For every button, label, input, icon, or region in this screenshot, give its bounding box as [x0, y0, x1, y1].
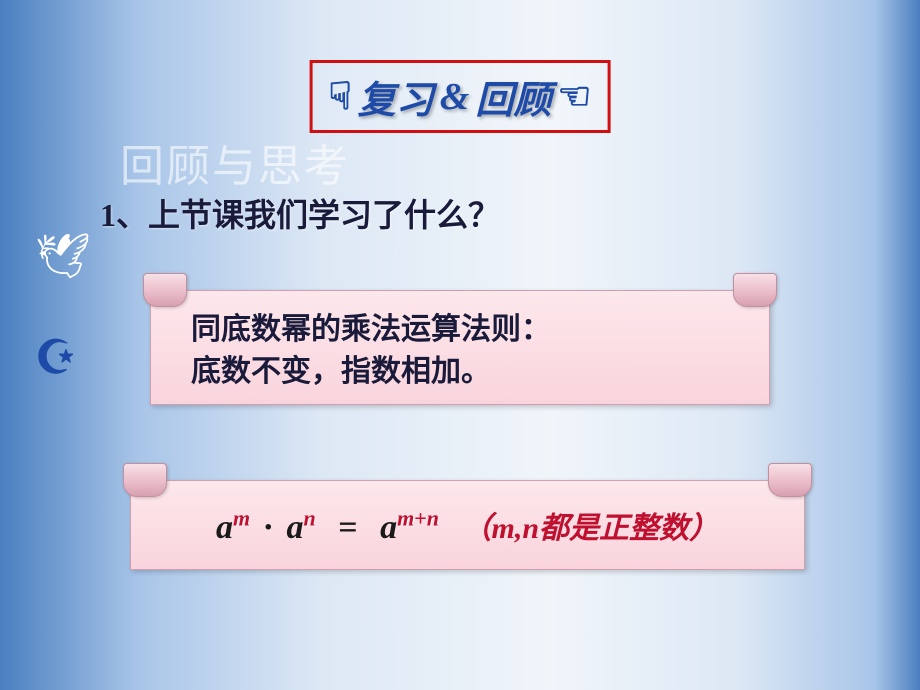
- formula-base-a-3: a: [380, 509, 397, 546]
- formula: am · an = am+n （m,n都是正整数）: [216, 503, 719, 547]
- formula-exp-plus: +: [414, 506, 427, 531]
- formula-note: （m,n都是正整数）: [461, 512, 719, 545]
- formula-exp-sum-n: n: [427, 506, 439, 531]
- question-text: 1、上节课我们学习了什么？: [100, 190, 500, 236]
- formula-base-a-2: a: [286, 509, 303, 546]
- formula-scroll-box: am · an = am+n （m,n都是正整数）: [130, 480, 805, 570]
- rule-scroll-box: 同底数幂的乘法运算法则： 底数不变，指数相加。: [150, 290, 770, 405]
- rule-line-2: 底数不变，指数相加。: [191, 351, 729, 393]
- header-text-2: 回顾: [475, 69, 551, 124]
- hand-left-icon: ☜: [557, 74, 591, 119]
- formula-base-a-1: a: [216, 509, 233, 546]
- header-ampersand: &: [440, 75, 470, 119]
- note-vars: m,n: [491, 512, 539, 545]
- ghost-title: 回顾与思考: [120, 130, 350, 194]
- header-text-1: 复习: [358, 69, 434, 124]
- rule-line-1: 同底数幂的乘法运算法则：: [191, 309, 729, 351]
- slide-background: ☟ 复习 & 回顾 ☜ 回顾与思考 1、上节课我们学习了什么？ 🕊 ☪ 同底数幂…: [0, 0, 920, 690]
- note-text: 都是正整数）: [539, 512, 719, 545]
- formula-equals: =: [324, 509, 371, 546]
- formula-exp-m: m: [233, 506, 250, 531]
- formula-exp-sum-m: m: [397, 506, 414, 531]
- hand-down-icon: ☟: [329, 74, 352, 119]
- formula-exp-n: n: [303, 506, 315, 531]
- header-box: ☟ 复习 & 回顾 ☜: [310, 60, 611, 133]
- moon-star-icon: ☪: [35, 330, 76, 384]
- dove-icon: 🕊: [35, 230, 91, 282]
- note-open: （: [461, 512, 491, 545]
- formula-dot: ·: [259, 509, 278, 546]
